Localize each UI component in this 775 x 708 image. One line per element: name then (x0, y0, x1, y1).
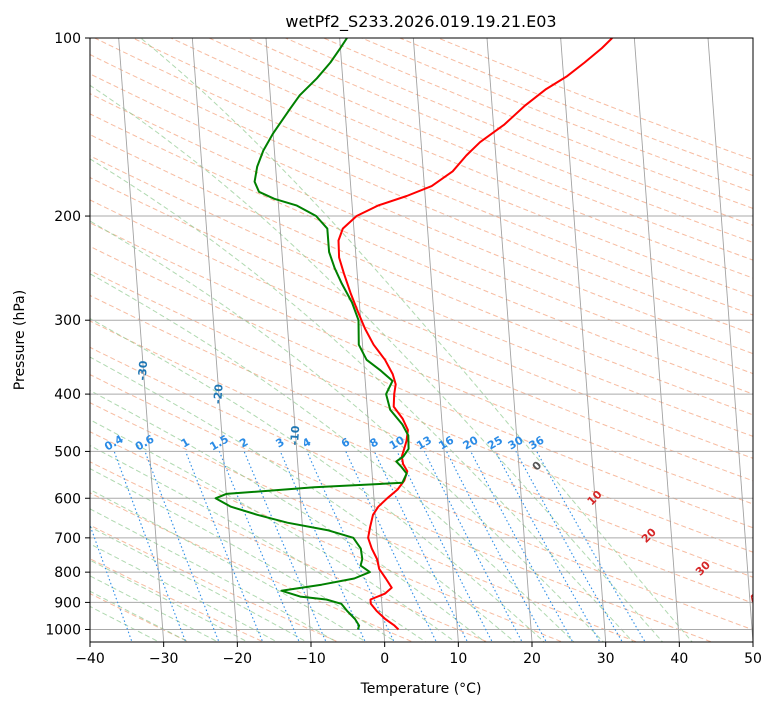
plot-frame (89, 37, 754, 643)
mixing-ratio-line (113, 451, 187, 642)
mixing-ratio-line (306, 451, 395, 642)
moist-adiabat-line (140, 38, 693, 642)
y-tick-label: 700 (54, 531, 81, 547)
y-tick-label: 300 (54, 313, 81, 329)
isotherm-line (118, 38, 165, 642)
x-tick-label: −40 (75, 651, 105, 667)
x-tick-label: 30 (597, 651, 615, 667)
isotherms (90, 38, 753, 642)
mixing-ratio-line (470, 451, 574, 642)
dry-adiabat-line (131, 38, 753, 297)
y-tick-label: 200 (54, 209, 81, 225)
chart-title: wetPf2_S233.2026.019.19.21.E03 (285, 12, 556, 32)
plot-area: -100-90-80-70-60-50-40-30-20-100.10.20.4… (90, 38, 767, 642)
dry-adiabat-line (93, 38, 753, 316)
sounding-series-1 (214, 38, 410, 630)
mixing-ratio-line (144, 451, 220, 642)
dry-adiabat-line (90, 113, 753, 395)
isotherm-line (560, 38, 607, 642)
isotherm-line (412, 38, 459, 642)
dry-adiabat-line (90, 177, 753, 459)
sounding-series-0 (337, 38, 613, 631)
isotherm-label: -30 (136, 360, 150, 381)
x-tick-label: −30 (149, 651, 179, 667)
mixing-ratio-line (396, 451, 493, 642)
y-tick-label: 400 (54, 387, 81, 403)
mixing-ratio-line (373, 451, 469, 642)
x-tick-label: −10 (296, 651, 326, 667)
x-tick-label: 10 (449, 651, 467, 667)
x-tick-label: −20 (223, 651, 253, 667)
mixing-ratio-line (345, 451, 438, 642)
dry-adiabat-label: 40 (747, 586, 767, 606)
isotherm-line (707, 38, 753, 642)
x-tick-label: 50 (744, 651, 762, 667)
x-tick-label: 0 (380, 651, 389, 667)
mixing-ratio-lines (90, 451, 646, 642)
y-tick-label: 900 (54, 595, 81, 611)
y-tick-label: 800 (54, 565, 81, 581)
y-tick-label: 600 (54, 491, 81, 507)
dry-adiabat-line (90, 54, 753, 335)
dry-adiabat-line (90, 294, 753, 578)
x-axis: −40 −30 −20 −10 0 10 20 30 40 50 (75, 642, 762, 667)
mixing-ratio-line (90, 523, 133, 642)
mixing-ratio-line (185, 451, 264, 642)
y-tick-label: 100 (54, 31, 81, 47)
sounding-series (214, 38, 613, 631)
x-tick-label: 20 (523, 651, 541, 667)
isotherm-line (633, 38, 680, 642)
moist-adiabat-line (90, 317, 545, 642)
y-axis-label: Pressure (hPa) (12, 290, 28, 390)
isotherm-label: -10 (288, 425, 302, 446)
isotherm-line (191, 38, 238, 642)
dry-adiabat-line (90, 269, 753, 553)
isotherm-label: -20 (211, 383, 225, 404)
x-axis-label: Temperature (°C) (360, 681, 482, 697)
dry-adiabat-line (90, 222, 753, 505)
isotherm-line (339, 38, 386, 642)
y-axis: 1000 900 800 700 600 500 400 300 200 100 (45, 31, 90, 638)
dry-adiabat-line (90, 134, 753, 416)
y-tick-label: 500 (54, 444, 81, 460)
y-tick-label: 1000 (45, 622, 81, 638)
mixing-ratio-line (446, 451, 547, 642)
dry-adiabat-line (90, 93, 753, 375)
isotherm-line (486, 38, 533, 642)
dry-adiabat-line (90, 73, 753, 355)
pressure-gridlines (90, 38, 753, 630)
x-tick-label: 40 (670, 651, 688, 667)
dry-adiabat-line (90, 199, 753, 482)
isotherm-line (265, 38, 312, 642)
mixing-ratio-line (423, 451, 523, 642)
dry-adiabat-line (90, 245, 753, 529)
